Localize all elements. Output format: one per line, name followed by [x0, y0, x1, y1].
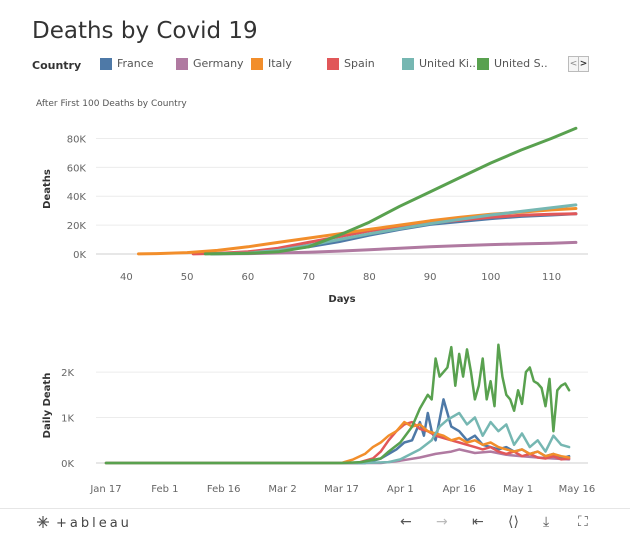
y-tick-label: 80K: [67, 134, 87, 145]
legend-swatch: [327, 57, 339, 70]
legend-label: United S..: [494, 57, 548, 70]
dashboard-title: Deaths by Covid 19: [32, 18, 258, 44]
charts-canvas: 0K 20K 40K 60K 80K 40 50 60 70 80 90 100 110 Days Deat…: [42, 126, 596, 495]
fullscreen-icon[interactable]: ⛶: [578, 514, 588, 530]
undo-icon[interactable]: ←: [400, 514, 412, 530]
legend-next-button[interactable]: >: [578, 57, 588, 71]
legend-swatch: [100, 57, 112, 70]
series-line-united-s[interactable]: [203, 126, 578, 256]
tableau-toolbar: +ableau ← → ⇤ ⟨⟩ ⤓ ⛶: [0, 508, 630, 537]
legend-item-france[interactable]: France: [100, 57, 154, 70]
legend-label: Spain: [344, 57, 375, 70]
x-tick-label: May 1: [503, 484, 533, 495]
download-icon[interactable]: ⤓: [543, 514, 550, 530]
series-line-italy[interactable]: [104, 420, 571, 465]
series-line-united-ki[interactable]: [209, 203, 578, 256]
tableau-logo-mark: +ableau: [37, 516, 132, 531]
legend-label: United Ki..: [419, 57, 476, 70]
legend-swatch: [477, 57, 489, 70]
legend-prev-button[interactable]: <: [569, 59, 578, 69]
y-tick-label: 0K: [61, 459, 74, 470]
x-tick-label: Feb 16: [207, 484, 241, 495]
y-tick-label: 0K: [73, 250, 86, 261]
legend-pager: < >: [568, 56, 589, 72]
y-tick-label: 1K: [61, 414, 74, 425]
x-axis-label: Days: [328, 294, 355, 305]
x-tick-label: 70: [302, 272, 315, 283]
legend-item-united-kingdom[interactable]: United Ki..: [402, 57, 476, 70]
x-tick-label: May 16: [559, 484, 596, 495]
x-tick-label: Mar 2: [268, 484, 296, 495]
y-tick-label: 20K: [67, 221, 87, 232]
y-tick-label: 2K: [61, 368, 74, 379]
chart-subtitle: After First 100 Deaths by Country: [36, 99, 187, 109]
x-tick-label: 80: [363, 272, 376, 283]
legend-title: Country: [32, 58, 82, 72]
share-icon[interactable]: ⟨⟩: [508, 514, 519, 530]
y-tick-label: 40K: [67, 192, 87, 203]
legend-item-spain[interactable]: Spain: [327, 57, 375, 70]
legend-item-italy[interactable]: Italy: [251, 57, 292, 70]
x-tick-label: 110: [542, 272, 561, 283]
legend-item-germany[interactable]: Germany: [176, 57, 244, 70]
series-line-spain[interactable]: [104, 420, 571, 465]
chart-2: 0K 1K 2K Jan 17 Feb 1 Feb 16 Mar 2 Mar 17 Apr 1 A…: [42, 343, 596, 495]
series-line-united-ki[interactable]: [104, 411, 571, 465]
legend: Country France Germany Italy Spain Unite…: [32, 57, 548, 73]
legend-label: Italy: [268, 57, 292, 70]
chart-1: 0K 20K 40K 60K 80K 40 50 60 70 80 90 100 110 Days Deat…: [42, 126, 588, 305]
legend-item-united-states[interactable]: United S..: [477, 57, 548, 70]
y-axis-label: Daily Death: [42, 373, 53, 439]
series-line-united-s[interactable]: [104, 343, 571, 465]
svg-text:+ableau: +ableau: [56, 516, 132, 531]
x-tick-label: 40: [120, 272, 133, 283]
legend-swatch: [402, 57, 414, 70]
tableau-logo[interactable]: +ableau: [36, 515, 146, 535]
revert-icon[interactable]: ⇤: [472, 514, 484, 530]
y-axis-label: Deaths: [42, 169, 53, 209]
legend-label: Germany: [193, 57, 244, 70]
x-tick-label: Mar 17: [324, 484, 359, 495]
x-tick-label: 50: [181, 272, 194, 283]
x-tick-label: Feb 1: [151, 484, 178, 495]
legend-swatch: [176, 57, 188, 70]
legend-swatch: [251, 57, 263, 70]
legend-label: France: [117, 57, 154, 70]
x-tick-label: Jan 17: [89, 484, 121, 495]
x-tick-label: 60: [241, 272, 254, 283]
x-tick-label: Apr 16: [443, 484, 476, 495]
redo-icon[interactable]: →: [436, 514, 448, 530]
x-tick-label: 100: [481, 272, 500, 283]
y-tick-label: 60K: [67, 163, 87, 174]
x-tick-label: Apr 1: [387, 484, 414, 495]
x-tick-label: 90: [424, 272, 437, 283]
